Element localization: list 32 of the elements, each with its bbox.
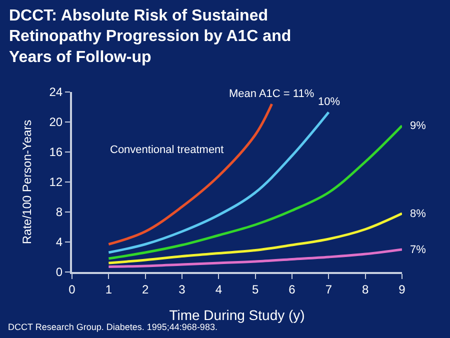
x-tick-label: 4: [215, 282, 222, 296]
line-series: [107, 124, 402, 260]
y-tick-label: 0: [56, 265, 63, 280]
line-series: [107, 248, 402, 268]
series-label: 9%: [410, 120, 426, 132]
line-series: [107, 111, 330, 254]
x-tick-label: 3: [178, 282, 186, 296]
x-axis-title: Time During Study (y): [169, 307, 305, 324]
y-tick-label: 12: [49, 175, 63, 190]
chart-title: DCCT: Absolute Risk of Sustained Retinopathy Progression by A1C and Years of Follow-up: [9, 7, 292, 66]
annotation: Conventional treatment: [110, 144, 224, 156]
series-label: 8%: [410, 208, 426, 220]
x-tick-label: 9: [398, 282, 406, 296]
line-series: [107, 102, 274, 246]
x-tick-label: 0: [68, 282, 76, 296]
y-tick-label: 8: [56, 205, 63, 220]
series-label: 10%: [318, 96, 340, 108]
y-tick-label: 16: [49, 145, 63, 160]
series-label: Mean A1C = 11%: [229, 88, 314, 100]
x-tick-label: 7: [325, 282, 332, 296]
line-series: [107, 212, 402, 264]
x-tick-label: 6: [288, 282, 296, 296]
series-label: 7%: [410, 244, 426, 256]
x-tick-label: 8: [362, 282, 369, 296]
y-tick-label: 24: [49, 85, 63, 100]
x-tick-label: 1: [105, 282, 112, 296]
y-axis-title: Rate/100 Person-Years: [20, 120, 34, 244]
x-tick-label: 5: [252, 282, 259, 296]
y-tick-label: 4: [56, 235, 63, 250]
x-tick-label: 2: [142, 282, 149, 296]
y-tick-label: 20: [49, 115, 63, 130]
text: DCCT Research Group. Diabetes. 1995;44:968-983.: [8, 322, 218, 332]
